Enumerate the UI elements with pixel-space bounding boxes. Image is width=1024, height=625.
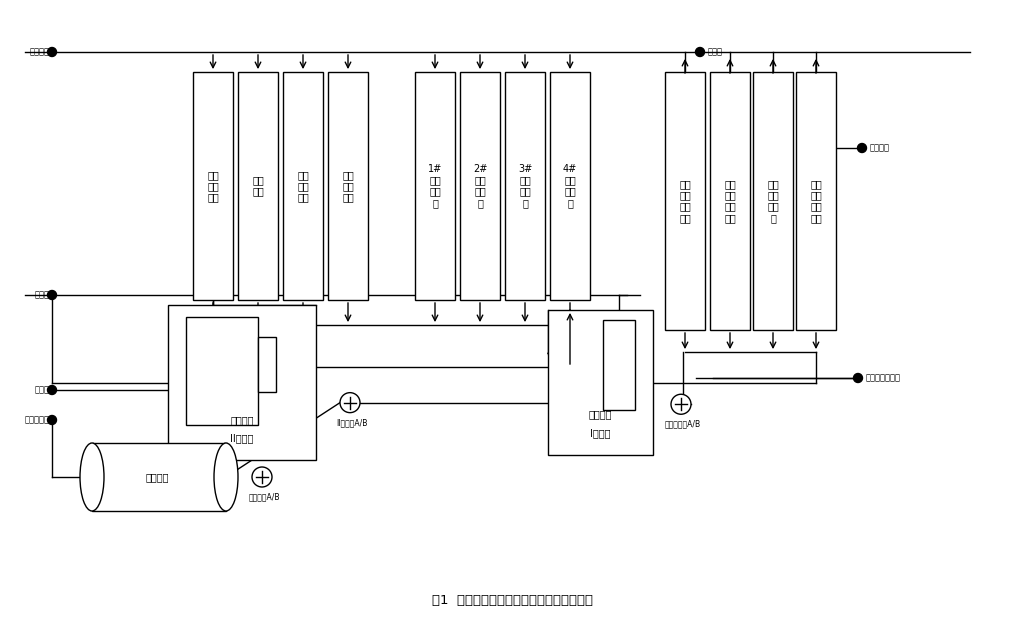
Text: 废水处理: 废水处理 [870,144,890,152]
Circle shape [47,386,56,394]
Text: II热水箱: II热水箱 [230,433,254,443]
Text: 皂化
装置: 皂化 装置 [252,176,264,197]
Bar [283,72,323,300]
Text: 解析
氯化
装置: 解析 氯化 装置 [207,170,219,202]
Bar [603,320,635,410]
Bar [238,72,278,300]
Bar [193,72,233,300]
Circle shape [47,48,56,56]
Text: 纯水站: 纯水站 [35,386,50,394]
Circle shape [252,467,272,487]
Bar [550,72,590,300]
Circle shape [671,394,691,414]
Text: 3#
皂化
反应
器: 3# 皂化 反应 器 [518,164,532,208]
Text: 盐处理: 盐处理 [708,48,723,56]
Circle shape [47,416,56,424]
Text: 皂化界区: 皂化界区 [589,409,612,419]
Text: II热水泵A/B: II热水泵A/B [336,418,368,427]
Bar [328,72,368,300]
Ellipse shape [214,443,238,511]
Text: 凝结水泵A/B: 凝结水泵A/B [248,492,280,501]
Bar [186,317,258,425]
Bar [710,72,750,330]
Text: 皂化弄区: 皂化弄区 [230,415,254,425]
Text: 凝结水箱: 凝结水箱 [145,472,169,482]
Text: 冷凝液排气: 冷凝液排气 [25,416,50,424]
Circle shape [340,392,360,412]
Text: 图1  一次蒸汽冷凝水回收系统工艺流程简图: 图1 一次蒸汽冷凝水回收系统工艺流程简图 [431,594,593,606]
Bar [460,72,500,300]
Ellipse shape [80,443,104,511]
Text: 环氧
树脂
装置: 环氧 树脂 装置 [297,170,309,202]
Circle shape [857,144,866,152]
Bar [665,72,705,330]
Text: 设备循环水系统: 设备循环水系统 [866,374,901,382]
Bar [753,72,793,330]
Bar [505,72,545,300]
Bar [796,72,836,330]
Text: I热水箱: I热水箱 [590,428,610,438]
Bar [258,337,276,392]
Bar [548,310,653,455]
Text: 系统水: 系统水 [35,291,50,299]
Text: 4#
皂化
反应
器: 4# 皂化 反应 器 [563,164,578,208]
Bar [92,443,226,511]
Text: 一次蒸汽: 一次蒸汽 [30,48,50,56]
Text: 2#
皂化
反应
器: 2# 皂化 反应 器 [473,164,487,208]
Text: 皂化
界区
冲洗
热水: 皂化 界区 冲洗 热水 [679,179,691,222]
Bar [168,305,316,460]
Circle shape [47,291,56,299]
Text: 三效
蒸发
装置: 三效 蒸发 装置 [342,170,354,202]
Text: 环氧
树脂
冲洗
热水: 环氧 树脂 冲洗 热水 [724,179,736,222]
Text: 三效
蒸发
冲洗
热水: 三效 蒸发 冲洗 热水 [810,179,822,222]
Circle shape [853,374,862,382]
Text: 1#
皂化
反应
器: 1# 皂化 反应 器 [428,164,442,208]
Text: 冲洗热水泵A/B: 冲洗热水泵A/B [665,420,701,429]
Circle shape [695,48,705,56]
Text: 回收
盐冲
洗热
水: 回收 盐冲 洗热 水 [767,179,779,222]
Bar [415,72,455,300]
